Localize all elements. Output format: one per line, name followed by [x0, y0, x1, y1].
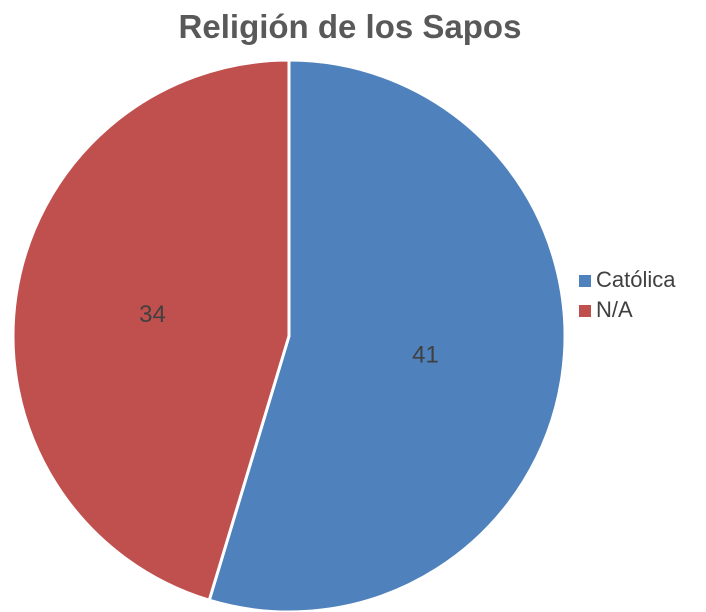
legend-swatch-2 [579, 305, 591, 317]
chart-title: Religión de los Sapos [178, 8, 522, 45]
pie-data-labels: 41 34 [139, 301, 439, 368]
pie-slices [11, 58, 567, 612]
data-label-1: 41 [412, 342, 439, 369]
pie-slice-1 [207, 58, 567, 612]
legend: Católica N/A [579, 267, 676, 322]
legend-label-2: N/A [596, 297, 633, 322]
data-label-2: 34 [139, 301, 166, 328]
legend-swatch-1 [579, 275, 591, 287]
pie-slice-2 [11, 58, 291, 603]
legend-label-1: Católica [596, 267, 676, 292]
